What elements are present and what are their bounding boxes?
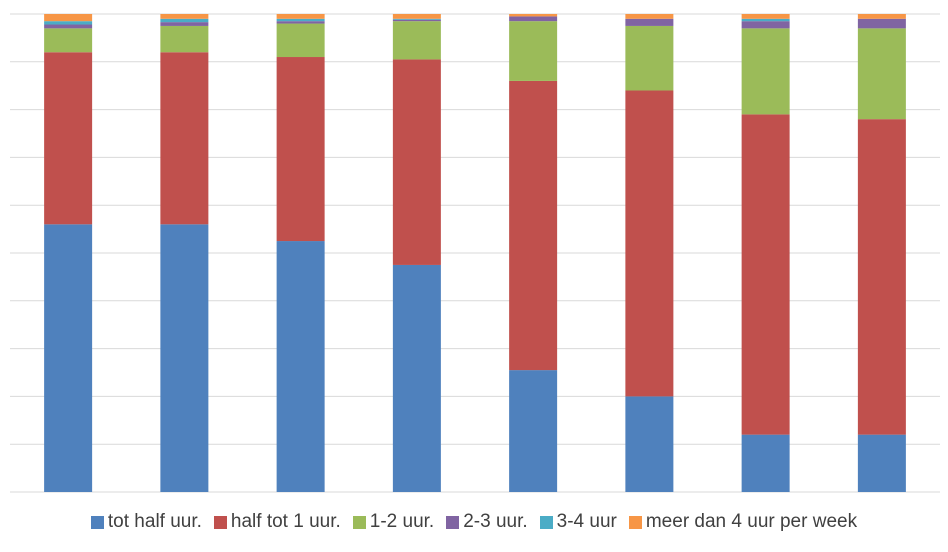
legend-item: 3-4 uur: [539, 511, 617, 533]
bar-segment-s4-c1: [160, 18, 209, 23]
legend-swatch: [352, 515, 366, 529]
bar-segment-s1-c4: [509, 80, 558, 371]
bar-segment-s3-c5: [625, 18, 674, 26]
bar-segment-s2-c5: [625, 25, 674, 91]
bar-segment-s4-c2: [276, 18, 325, 22]
bar-segment-s3-c6: [741, 21, 790, 29]
bar-segment-s0-c1: [160, 224, 209, 492]
bar-segment-s2-c6: [741, 28, 790, 115]
legend-label: half tot 1 uur.: [230, 511, 341, 532]
bar-stacks: [44, 14, 906, 492]
legend-swatch: [446, 515, 460, 529]
bar-segment-s1-c2: [276, 57, 325, 242]
bar-segment-s2-c2: [276, 23, 325, 58]
bar-segment-s0-c2: [276, 241, 325, 492]
bar-segment-s2-c7: [857, 28, 906, 120]
bar-segment-s1-c0: [44, 52, 93, 225]
legend-label: meer dan 4 uur per week: [645, 511, 858, 532]
bar-segment-s3-c2: [276, 21, 325, 24]
bar-segment-s1-c7: [857, 119, 906, 435]
legend-swatch: [213, 515, 227, 529]
bar-segment-s0-c7: [857, 434, 906, 492]
legend-item: meer dan 4 uur per week: [628, 511, 858, 533]
bar-segment-s2-c1: [160, 25, 209, 53]
bar-segment-s3-c1: [160, 22, 209, 26]
bar-segment-s1-c1: [160, 52, 209, 225]
bar-segment-s3-c7: [857, 18, 906, 29]
bar-segment-s5-c2: [276, 14, 325, 19]
legend-item: half tot 1 uur.: [213, 511, 341, 533]
bar-segment-s5-c0: [44, 14, 93, 22]
bar-segment-s0-c5: [625, 396, 674, 492]
bar-segment-s3-c3: [392, 19, 441, 22]
bar-segment-s5-c6: [741, 14, 790, 19]
bar-segment-s1-c5: [625, 90, 674, 397]
bar-segment-s3-c4: [509, 16, 558, 22]
chart-legend: tot half uur. half tot 1 uur. 1-2 uur. 2-3 …: [0, 502, 948, 542]
bar-segment-s2-c3: [392, 21, 441, 60]
bar-segment-s0-c0: [44, 224, 93, 492]
bar-segment-s3-c0: [44, 24, 93, 29]
bar-segment-s2-c4: [509, 21, 558, 81]
bar-segment-s1-c3: [392, 59, 441, 265]
legend-item: 2-3 uur.: [446, 511, 528, 533]
legend-item: 1-2 uur.: [352, 511, 435, 533]
gridlines: [10, 13, 940, 493]
legend-label: 2-3 uur.: [463, 511, 528, 532]
legend-label: tot half uur.: [107, 511, 202, 532]
bar-segment-s0-c3: [392, 264, 441, 492]
legend-swatch: [628, 515, 642, 529]
legend-swatch: [539, 515, 553, 529]
legend-label: 3-4 uur: [556, 511, 617, 532]
bar-segment-s5-c7: [857, 14, 906, 19]
legend-item: tot half uur.: [90, 511, 202, 533]
bar-segment-s4-c6: [741, 18, 790, 22]
legend-label: 1-2 uur.: [369, 511, 435, 532]
legend-swatch: [90, 515, 104, 529]
bar-segment-s4-c0: [44, 21, 93, 25]
bar-segment-s5-c3: [392, 14, 441, 19]
bar-segment-s2-c0: [44, 28, 93, 53]
bar-segment-s5-c5: [625, 14, 674, 19]
bar-segment-s0-c4: [509, 370, 558, 492]
bar-segment-s5-c4: [509, 14, 558, 17]
bar-segment-s1-c6: [741, 114, 790, 435]
bar-segment-s0-c6: [741, 434, 790, 492]
bar-segment-s5-c1: [160, 14, 209, 19]
bar-segment-s4-c3: [392, 18, 441, 20]
